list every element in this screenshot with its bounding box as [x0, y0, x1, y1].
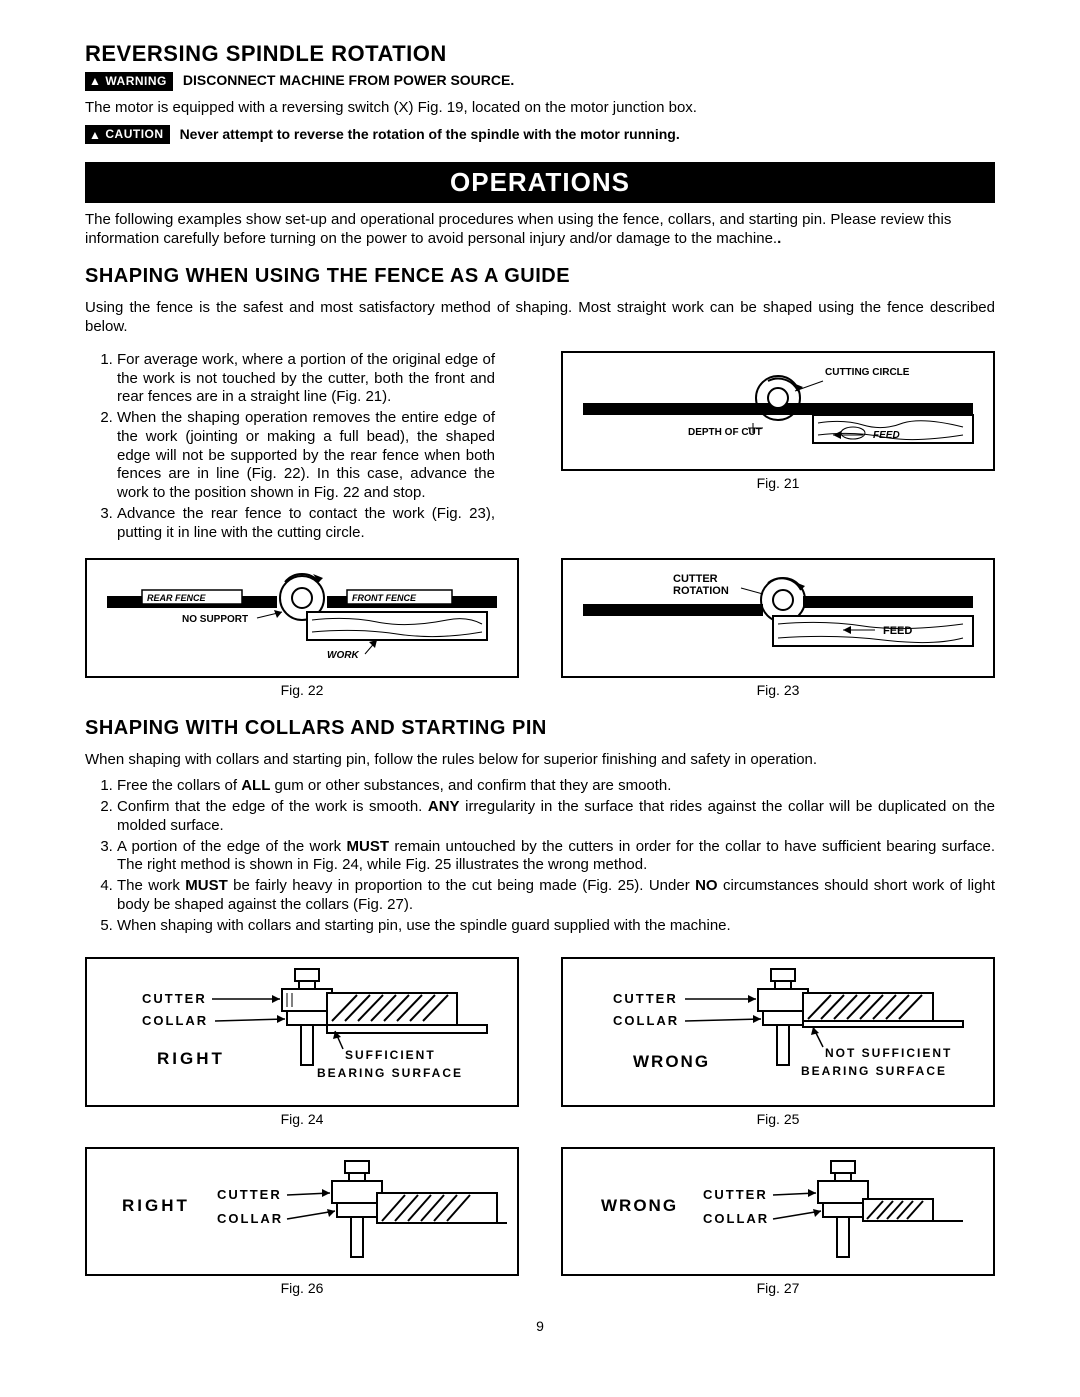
fig21-cutting-circle: CUTTING CIRCLE — [825, 367, 910, 378]
fig21-depth: DEPTH OF CUT — [688, 427, 762, 438]
warning-icon: ▲ — [89, 75, 101, 87]
fig-26-box: CUTTER COLLAR RIGHT — [85, 1147, 519, 1277]
fig-23-box: CUTTERROTATION FEED — [561, 558, 995, 678]
fig22-rear: REAR FENCE — [147, 593, 207, 603]
fig-21-caption: Fig. 21 — [561, 475, 995, 493]
collars-item-4: The work MUST be fairly heavy in proport… — [117, 877, 995, 915]
fig-24-25-row: CUTTER COLLAR RIGHT SUFFICIENT BEARING S… — [85, 957, 995, 1128]
fence-item-2: When the shaping operation removes the e… — [117, 409, 495, 503]
fence-intro: Using the fence is the safest and most s… — [85, 299, 995, 337]
fig27-collar: COLLAR — [703, 1211, 769, 1226]
fig-22-box: REAR FENCE FRONT FENCE NO SUPPORT WORK — [85, 558, 519, 678]
fig22-front: FRONT FENCE — [352, 593, 417, 603]
caution-icon: ▲ — [89, 129, 101, 141]
fig-26-27-row: CUTTER COLLAR RIGHT Fig. 26 — [85, 1147, 995, 1298]
warning-text: DISCONNECT MACHINE FROM POWER SOURCE. — [183, 72, 514, 90]
collars-intro: When shaping with collars and starting p… — [85, 751, 995, 770]
motor-paragraph: The motor is equipped with a reversing s… — [85, 99, 995, 118]
fig-21-box: CUTTING CIRCLE DEPTH OF CUT FEED — [561, 351, 995, 471]
fig25-nots: NOT SUFFICIENT — [825, 1046, 952, 1060]
heading-collars: SHAPING WITH COLLARS AND STARTING PIN — [85, 716, 995, 741]
fig-25-caption: Fig. 25 — [561, 1111, 995, 1129]
fig-22-23-row: REAR FENCE FRONT FENCE NO SUPPORT WORK F… — [85, 558, 995, 699]
operations-intro: The following examples show set-up and o… — [85, 211, 995, 249]
operations-title-bar: OPERATIONS — [85, 162, 995, 203]
page-number: 9 — [85, 1318, 995, 1336]
caution-row: ▲ CAUTION Never attempt to reverse the ro… — [85, 125, 995, 144]
fig25-cutter: CUTTER — [613, 991, 678, 1006]
fig25-wrong: WRONG — [633, 1052, 710, 1071]
caution-badge-text: CAUTION — [105, 127, 163, 142]
fig27-cutter: CUTTER — [703, 1187, 768, 1202]
heading-reversing: REVERSING SPINDLE ROTATION — [85, 40, 995, 68]
fig24-suff: SUFFICIENT — [345, 1048, 436, 1062]
collars-item-5: When shaping with collars and starting p… — [117, 917, 995, 936]
fig23-rot: CUTTERROTATION — [673, 573, 729, 597]
fig26-cutter: CUTTER — [217, 1187, 282, 1202]
fig24-bearing: BEARING SURFACE — [317, 1066, 463, 1080]
fig24-right: RIGHT — [157, 1049, 225, 1068]
fig22-nosupport: NO SUPPORT — [182, 614, 248, 625]
fig-22-caption: Fig. 22 — [85, 682, 519, 700]
fig-25-box: CUTTER COLLAR WRONG NOT SUFFICIENT BEARI… — [561, 957, 995, 1107]
collars-item-3: A portion of the edge of the work MUST r… — [117, 838, 995, 876]
heading-fence: SHAPING WHEN USING THE FENCE AS A GUIDE — [85, 264, 995, 289]
fig24-cutter: CUTTER — [142, 991, 207, 1006]
fence-list: For average work, where a portion of the… — [85, 351, 495, 543]
fig22-work: WORK — [327, 650, 359, 661]
fig25-bearing: BEARING SURFACE — [801, 1064, 947, 1078]
collars-item-2: Confirm that the edge of the work is smo… — [117, 798, 995, 836]
warning-badge-text: WARNING — [105, 74, 167, 89]
warning-row: ▲ WARNING DISCONNECT MACHINE FROM POWER S… — [85, 72, 995, 91]
fig26-right: RIGHT — [122, 1196, 190, 1215]
fig24-collar: COLLAR — [142, 1013, 208, 1028]
fig27-wrong: WRONG — [601, 1196, 678, 1215]
fig26-collar: COLLAR — [217, 1211, 283, 1226]
fence-item-3: Advance the rear fence to contact the wo… — [117, 505, 495, 543]
caution-text: Never attempt to reverse the rotation of… — [180, 126, 680, 144]
fig-27-caption: Fig. 27 — [561, 1280, 995, 1298]
fence-item-1: For average work, where a portion of the… — [117, 351, 495, 407]
warning-badge: ▲ WARNING — [85, 72, 173, 91]
fig-24-caption: Fig. 24 — [85, 1111, 519, 1129]
fig23-feed: FEED — [883, 625, 912, 637]
collars-list: Free the collars of ALL gum or other sub… — [85, 777, 995, 935]
caution-badge: ▲ CAUTION — [85, 125, 170, 144]
fig25-collar: COLLAR — [613, 1013, 679, 1028]
collars-item-1: Free the collars of ALL gum or other sub… — [117, 777, 995, 796]
fig21-feed: FEED — [873, 430, 900, 441]
fig-23-caption: Fig. 23 — [561, 682, 995, 700]
fig-24-box: CUTTER COLLAR RIGHT SUFFICIENT BEARING S… — [85, 957, 519, 1107]
fig-27-box: CUTTER COLLAR WRONG — [561, 1147, 995, 1277]
fig-26-caption: Fig. 26 — [85, 1280, 519, 1298]
fence-row: For average work, where a portion of the… — [85, 345, 995, 549]
